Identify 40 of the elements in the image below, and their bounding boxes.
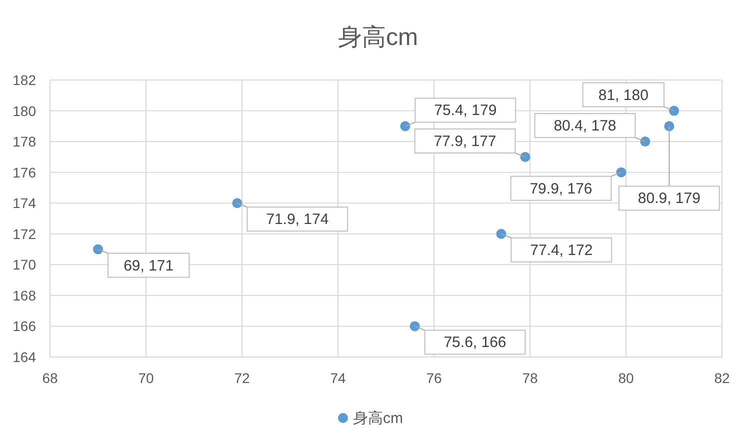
data-label: 80.4, 178 xyxy=(554,118,616,135)
x-tick-label: 70 xyxy=(138,370,154,386)
y-tick-label: 172 xyxy=(12,226,36,242)
y-tick-label: 170 xyxy=(12,256,36,273)
data-label: 81, 180 xyxy=(598,86,648,104)
point xyxy=(496,228,506,239)
data-label: 75.6, 166 xyxy=(444,334,506,352)
y-tick-label: 166 xyxy=(12,318,36,334)
point xyxy=(400,121,410,132)
y-tick-label: 178 xyxy=(12,134,36,150)
data-label: 79.9, 176 xyxy=(530,180,592,198)
chart-title: 身高cm xyxy=(338,24,418,51)
point xyxy=(232,198,242,208)
point xyxy=(616,167,626,178)
x-tick-label: 72 xyxy=(234,370,250,386)
x-tick-label: 76 xyxy=(426,370,442,386)
x-tick-label: 80 xyxy=(618,370,634,386)
point xyxy=(520,152,530,162)
x-tick-label: 68 xyxy=(42,370,58,386)
data-label: 71.9, 174 xyxy=(266,211,329,228)
y-tick-label: 176 xyxy=(12,164,36,180)
data-label: 80.9, 179 xyxy=(638,190,700,208)
x-tick-label: 74 xyxy=(330,370,346,386)
y-tick-label: 164 xyxy=(12,349,36,365)
y-tick-label: 168 xyxy=(12,287,36,304)
point xyxy=(93,244,103,254)
y-tick-label: 180 xyxy=(12,102,36,119)
y-tick-label: 174 xyxy=(12,195,36,212)
data-label: 69, 171 xyxy=(124,257,174,274)
point xyxy=(640,136,650,147)
x-tick-label: 82 xyxy=(714,370,730,386)
point xyxy=(410,321,420,332)
x-tick-label: 78 xyxy=(522,370,538,386)
data-label: 77.9, 177 xyxy=(434,132,496,150)
y-tick-label: 182 xyxy=(12,72,36,88)
data-label: 77.4, 172 xyxy=(530,242,593,259)
point xyxy=(669,106,679,116)
data-label: 75.4, 179 xyxy=(434,102,497,120)
legend-label: 身高cm xyxy=(353,410,403,427)
point xyxy=(664,121,674,132)
